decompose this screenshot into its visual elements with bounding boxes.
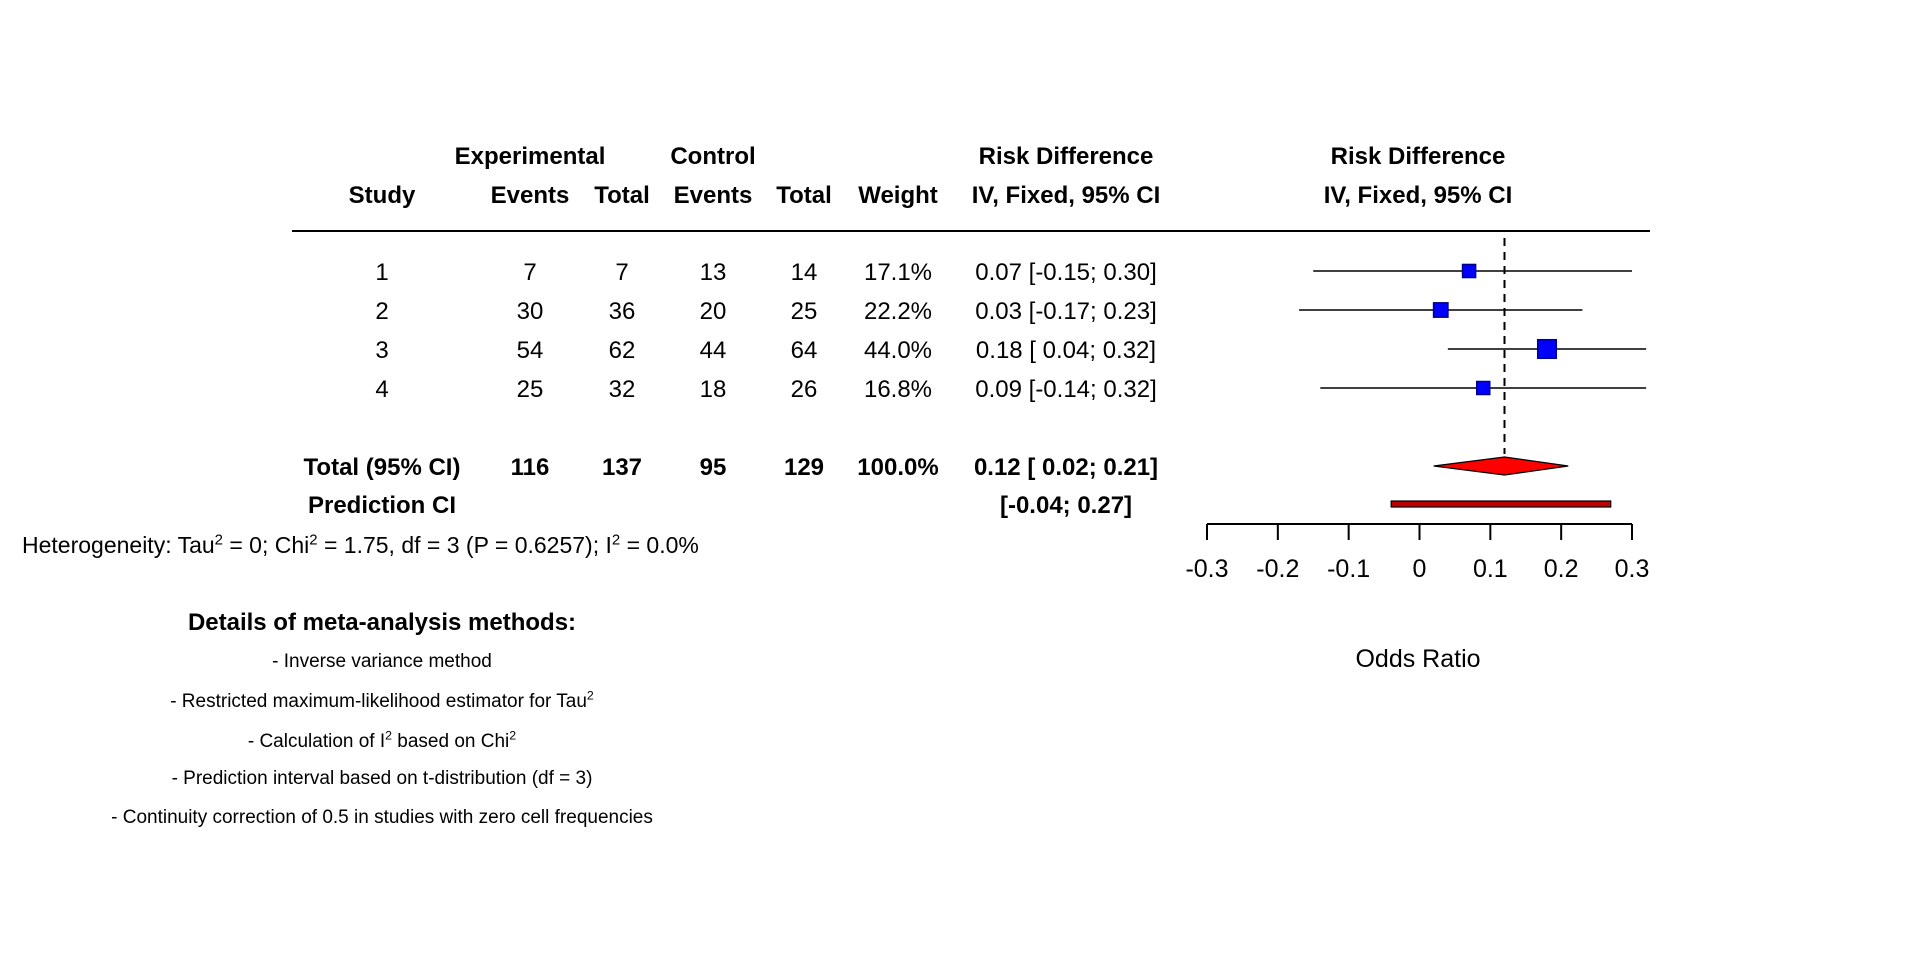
study-label: 2 bbox=[375, 298, 389, 325]
exp-total: 7 bbox=[615, 259, 629, 286]
header-ctrl-total: Total bbox=[776, 182, 832, 209]
x-tick-label: -0.3 bbox=[1185, 555, 1228, 583]
header-effect-title-left: Risk Difference bbox=[978, 143, 1154, 170]
ctrl-total: 25 bbox=[790, 298, 818, 325]
methods-line: - Prediction interval based on t-distrib… bbox=[171, 768, 593, 789]
exp-events: 7 bbox=[523, 259, 537, 286]
prediction-bar bbox=[1390, 500, 1612, 508]
total-weight: 100.0% bbox=[857, 454, 939, 481]
exp-total: 62 bbox=[608, 337, 636, 364]
methods-line: - Inverse variance method bbox=[272, 651, 492, 672]
study-label: 4 bbox=[375, 376, 389, 403]
x-axis: -0.3 -0.2 -0.1 0 0.1 0.2 0.3 bbox=[1185, 523, 1650, 583]
ctrl-total: 14 bbox=[790, 259, 818, 286]
x-tick-label: 0 bbox=[1413, 555, 1427, 583]
header-effect-method-left: IV, Fixed, 95% CI bbox=[971, 182, 1161, 209]
weight-value: 22.2% bbox=[863, 298, 933, 325]
exp-events: 25 bbox=[516, 376, 544, 403]
ctrl-total: 26 bbox=[790, 376, 818, 403]
ctrl-events: 44 bbox=[699, 337, 727, 364]
total-ctrl-total: 129 bbox=[783, 454, 825, 481]
x-tick-label: -0.1 bbox=[1327, 555, 1370, 583]
header-effect-method-right: IV, Fixed, 95% CI bbox=[1323, 182, 1513, 209]
header-weight: Weight bbox=[858, 182, 938, 209]
heterogeneity-text: Heterogeneity: Tau2 = 0; Chi2 = 1.75, df… bbox=[22, 531, 699, 558]
ctrl-total: 64 bbox=[790, 337, 818, 364]
study-box bbox=[1461, 263, 1477, 279]
study-box bbox=[1432, 302, 1449, 318]
study-label: 1 bbox=[375, 259, 389, 286]
study-label: 3 bbox=[375, 337, 389, 364]
methods-line: - Continuity correction of 0.5 in studie… bbox=[111, 807, 653, 828]
x-tick-label: 0.3 bbox=[1615, 555, 1650, 583]
total-exp-events: 116 bbox=[510, 454, 550, 481]
weight-value: 44.0% bbox=[863, 337, 933, 364]
header-effect-title-right: Risk Difference bbox=[1330, 143, 1506, 170]
ci-text: 0.03 [-0.17; 0.23] bbox=[975, 298, 1157, 325]
prediction-label: Prediction CI bbox=[307, 492, 457, 519]
x-tick-label: -0.2 bbox=[1256, 555, 1299, 583]
ci-text: 0.07 [-0.15; 0.30] bbox=[975, 259, 1157, 286]
x-axis-label: Odds Ratio bbox=[1355, 645, 1480, 673]
ctrl-events: 13 bbox=[699, 259, 727, 286]
total-exp-total: 137 bbox=[601, 454, 643, 481]
header-experimental: Experimental bbox=[454, 143, 606, 170]
ci-text: 0.18 [ 0.04; 0.32] bbox=[975, 337, 1157, 364]
exp-events: 54 bbox=[516, 337, 544, 364]
x-tick-label: 0.1 bbox=[1473, 555, 1508, 583]
total-ctrl-events: 95 bbox=[699, 454, 727, 481]
header-exp-events: Events bbox=[490, 182, 570, 209]
plot-marks bbox=[1299, 238, 1647, 508]
methods-line: - Restricted maximum-likelihood estimato… bbox=[170, 688, 594, 712]
total-ci-text: 0.12 [ 0.02; 0.21] bbox=[973, 454, 1159, 481]
header-ctrl-events: Events bbox=[673, 182, 753, 209]
weight-value: 16.8% bbox=[863, 376, 933, 403]
pooled-diamond bbox=[1433, 456, 1569, 476]
study-box bbox=[1536, 338, 1558, 360]
exp-total: 32 bbox=[608, 376, 636, 403]
prediction-ci-text: [-0.04; 0.27] bbox=[999, 492, 1133, 519]
header-control: Control bbox=[670, 143, 756, 170]
exp-total: 36 bbox=[608, 298, 636, 325]
study-box bbox=[1476, 380, 1491, 396]
header-study: Study bbox=[348, 182, 416, 209]
total-label: Total (95% CI) bbox=[303, 454, 461, 481]
ctrl-events: 20 bbox=[699, 298, 727, 325]
x-tick-label: 0.2 bbox=[1544, 555, 1579, 583]
ci-text: 0.09 [-0.14; 0.32] bbox=[975, 376, 1157, 403]
methods-title: Details of meta-analysis methods: bbox=[187, 609, 577, 636]
ctrl-events: 18 bbox=[699, 376, 727, 403]
exp-events: 30 bbox=[516, 298, 544, 325]
header-exp-total: Total bbox=[594, 182, 650, 209]
weight-value: 17.1% bbox=[863, 259, 933, 286]
methods-line: - Calculation of I2 based on Chi2 bbox=[247, 728, 517, 752]
